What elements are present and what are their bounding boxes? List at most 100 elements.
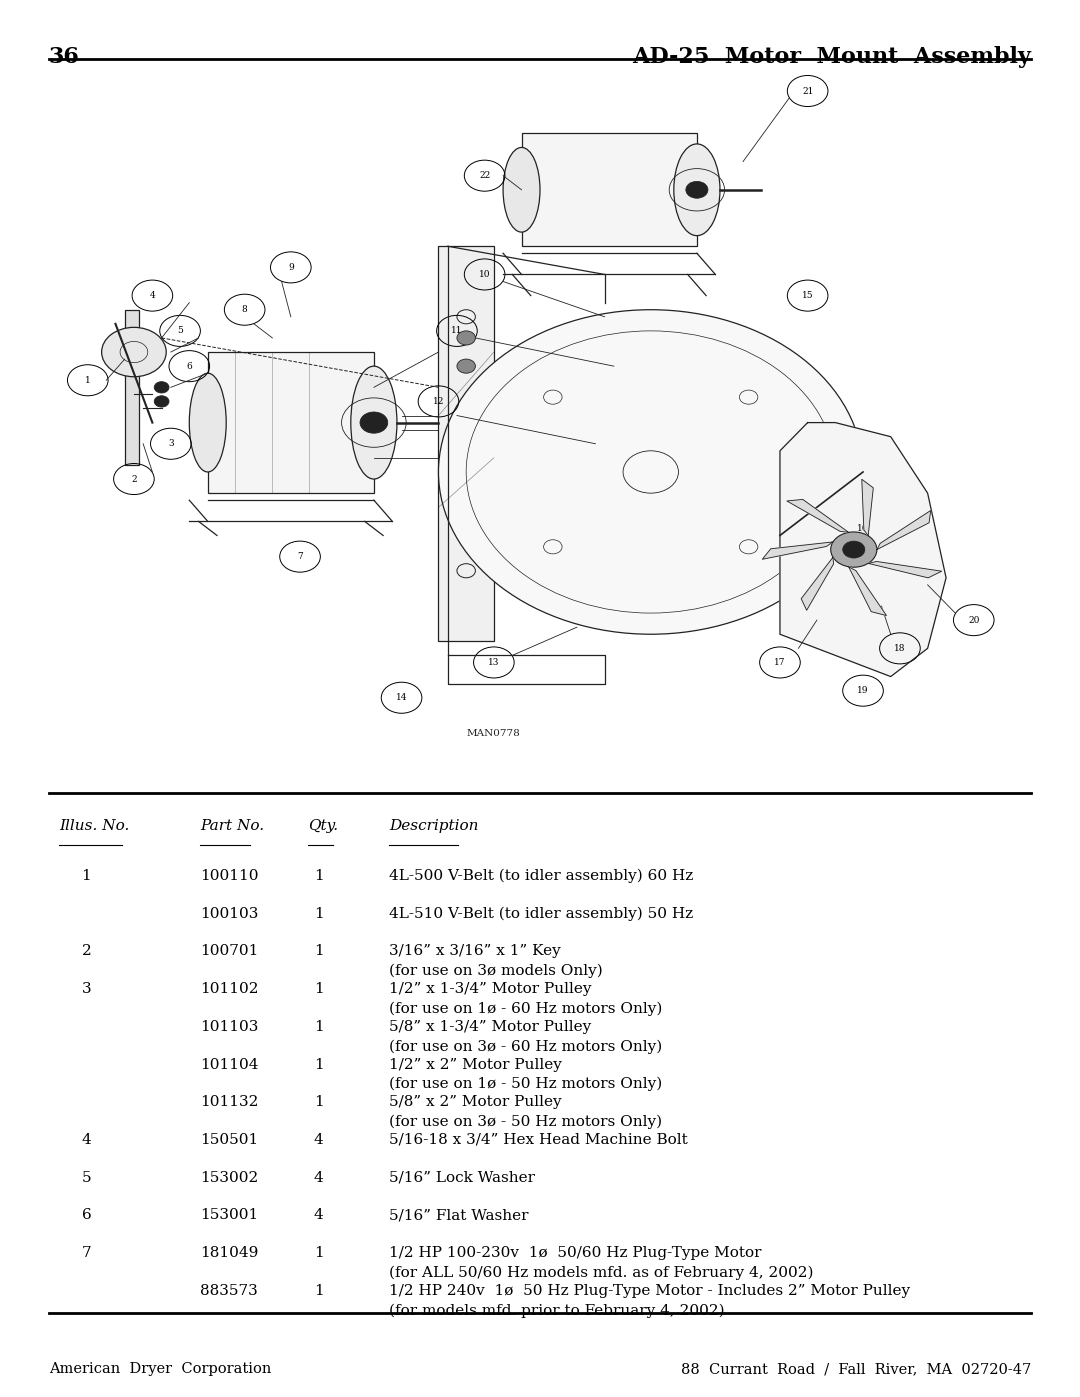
FancyBboxPatch shape [207,352,374,493]
Text: 4L-510 V-Belt (to idler assembly) 50 Hz: 4L-510 V-Belt (to idler assembly) 50 Hz [389,907,693,921]
Text: 3: 3 [168,439,174,448]
Text: 5: 5 [177,327,183,335]
Text: (for use on 3ø - 50 Hz motors Only): (for use on 3ø - 50 Hz motors Only) [389,1115,662,1129]
Polygon shape [787,500,849,532]
Circle shape [842,541,865,557]
Text: 101102: 101102 [200,982,258,996]
Text: 36: 36 [49,46,80,68]
Text: 1: 1 [85,376,91,384]
Text: 4: 4 [313,1208,324,1222]
Text: 7: 7 [82,1246,91,1260]
Ellipse shape [351,366,397,479]
Text: 1: 1 [313,907,324,921]
Polygon shape [862,479,874,536]
Text: 3/16” x 3/16” x 1” Key: 3/16” x 3/16” x 1” Key [389,944,561,958]
Text: (for use on 1ø - 50 Hz motors Only): (for use on 1ø - 50 Hz motors Only) [389,1077,662,1091]
Text: 1: 1 [313,1246,324,1260]
Ellipse shape [674,144,720,236]
Ellipse shape [503,148,540,232]
Polygon shape [877,510,931,549]
Circle shape [154,395,168,407]
Polygon shape [762,542,833,559]
Text: 15: 15 [801,291,813,300]
Text: Part No.: Part No. [200,819,264,833]
Text: 20: 20 [968,616,980,624]
Text: Description: Description [389,819,478,833]
Text: 12: 12 [433,397,444,407]
Circle shape [457,359,475,373]
Text: 10: 10 [478,270,490,279]
Text: 2: 2 [81,944,92,958]
Text: 1: 1 [313,869,324,883]
Text: 153001: 153001 [200,1208,258,1222]
Text: 1/2” x 2” Motor Pulley: 1/2” x 2” Motor Pulley [389,1058,562,1071]
Text: 17: 17 [774,658,786,666]
Text: 150501: 150501 [200,1133,258,1147]
Text: 3: 3 [82,982,91,996]
Text: 16: 16 [858,524,868,532]
Text: 883573: 883573 [200,1284,257,1298]
Text: 18: 18 [894,644,906,652]
Text: 101132: 101132 [200,1095,258,1109]
Text: AD-25  Motor  Mount  Assembly: AD-25 Motor Mount Assembly [633,46,1031,68]
Polygon shape [849,567,887,616]
Text: 5/16-18 x 3/4” Hex Head Machine Bolt: 5/16-18 x 3/4” Hex Head Machine Bolt [389,1133,688,1147]
Text: 1: 1 [313,982,324,996]
Text: (for use on 1ø - 60 Hz motors Only): (for use on 1ø - 60 Hz motors Only) [389,1002,662,1016]
Text: 100701: 100701 [200,944,258,958]
Text: American  Dryer  Corporation: American Dryer Corporation [49,1362,271,1376]
Text: 5/8” x 1-3/4” Motor Pulley: 5/8” x 1-3/4” Motor Pulley [389,1020,591,1034]
Text: 14: 14 [395,693,407,703]
Polygon shape [780,423,946,676]
Polygon shape [868,562,942,578]
Text: (for use on 3ø - 60 Hz motors Only): (for use on 3ø - 60 Hz motors Only) [389,1039,662,1053]
Text: 7: 7 [297,552,302,562]
Text: (for use on 3ø models Only): (for use on 3ø models Only) [389,964,603,978]
Text: 6: 6 [81,1208,92,1222]
Text: 88  Currant  Road  /  Fall  River,  MA  02720-47: 88 Currant Road / Fall River, MA 02720-4… [681,1362,1031,1376]
Text: (for models mfd. prior to February 4, 2002): (for models mfd. prior to February 4, 20… [389,1303,725,1317]
Text: 19: 19 [858,686,868,696]
Text: (for ALL 50/60 Hz models mfd. as of February 4, 2002): (for ALL 50/60 Hz models mfd. as of Febr… [389,1266,813,1280]
Text: 5/8” x 2” Motor Pulley: 5/8” x 2” Motor Pulley [389,1095,562,1109]
Text: 1: 1 [313,1020,324,1034]
Circle shape [686,182,708,198]
Text: 181049: 181049 [200,1246,258,1260]
Polygon shape [801,557,834,610]
Circle shape [438,310,863,634]
FancyBboxPatch shape [124,310,138,465]
Text: 2: 2 [131,475,137,483]
Text: Illus. No.: Illus. No. [59,819,130,833]
Circle shape [102,327,166,377]
Circle shape [154,381,168,393]
Text: 5: 5 [82,1171,91,1185]
Text: MAN0778: MAN0778 [467,728,521,738]
Text: 6: 6 [187,362,192,370]
Text: 4: 4 [149,291,156,300]
Ellipse shape [189,373,226,472]
Text: 1: 1 [313,944,324,958]
Text: Qty.: Qty. [308,819,338,833]
Text: 1: 1 [81,869,92,883]
Text: 9: 9 [288,263,294,272]
Text: 101104: 101104 [200,1058,258,1071]
Text: 11: 11 [451,327,462,335]
Text: 4: 4 [313,1171,324,1185]
Text: 1/2” x 1-3/4” Motor Pulley: 1/2” x 1-3/4” Motor Pulley [389,982,592,996]
Text: 1: 1 [313,1284,324,1298]
Text: 13: 13 [488,658,500,666]
Text: 1: 1 [313,1095,324,1109]
Text: 5/16” Flat Washer: 5/16” Flat Washer [389,1208,528,1222]
FancyBboxPatch shape [522,133,697,246]
Text: 22: 22 [480,172,490,180]
Text: 21: 21 [802,87,813,95]
Text: 8: 8 [242,305,247,314]
FancyBboxPatch shape [438,246,494,641]
Text: 1/2 HP 240v  1ø  50 Hz Plug-Type Motor - Includes 2” Motor Pulley: 1/2 HP 240v 1ø 50 Hz Plug-Type Motor - I… [389,1284,910,1298]
Circle shape [457,331,475,345]
Text: 4: 4 [313,1133,324,1147]
Text: 153002: 153002 [200,1171,258,1185]
Text: 101103: 101103 [200,1020,258,1034]
Text: 4: 4 [81,1133,92,1147]
Text: 1: 1 [313,1058,324,1071]
